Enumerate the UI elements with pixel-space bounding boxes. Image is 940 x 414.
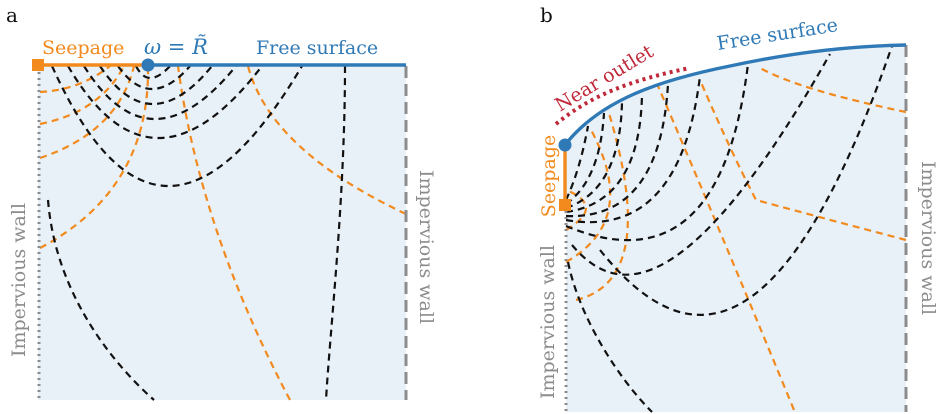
- panel-b-domain: [566, 45, 906, 412]
- panel-b-free-surface: [563, 43, 907, 147]
- panel-b-streamline: [575, 109, 629, 302]
- panel-a-streamlines: [39, 65, 407, 401]
- panel-a-equipotential: [324, 65, 347, 401]
- panel-b-equipotential: [565, 101, 624, 210]
- panel-a-streamline: [176, 65, 291, 401]
- panel-b-label: b: [540, 3, 553, 27]
- panel-b-equipotential: [566, 261, 653, 413]
- panel-b: b: [537, 3, 939, 413]
- panel-a-equipotential: [46, 199, 155, 401]
- panel-a-left-wall-label: Impervious wall: [8, 203, 30, 357]
- panel-a-domain: [38, 66, 406, 400]
- panel-b-near-outlet-marker: [554, 66, 691, 126]
- panel-a-equipotential: [50, 65, 303, 188]
- panel-b-equipotentials: [565, 45, 894, 413]
- panel-a-streamline: [39, 65, 111, 94]
- panel-b-equipotential: [565, 125, 590, 201]
- panel-b-equipotential: [565, 75, 702, 224]
- panel-b-outlet-square: [559, 199, 571, 211]
- panel-a-separation-point: [141, 58, 155, 72]
- panel-b-equipotential: [565, 112, 606, 205]
- panel-b-streamline: [656, 85, 796, 411]
- panel-a-equipotential: [135, 65, 171, 80]
- panel-a-separation-label: ω = R̃: [144, 35, 208, 59]
- panel-b-equipotential: [565, 83, 670, 218]
- panel-a-equipotential: [83, 65, 237, 120]
- panel-a-equipotentials: [46, 65, 347, 401]
- panel-b-equipotential: [565, 63, 750, 242]
- panel-a-outlet-square: [32, 59, 44, 71]
- panel-a-right-wall-label: Impervious wall: [415, 170, 437, 324]
- panel-a-streamline: [39, 65, 125, 126]
- panel-a-equipotential: [117, 65, 191, 90]
- panel-a: a Seepage: [6, 3, 437, 401]
- panel-a-equipotential: [67, 65, 263, 140]
- panel-a-label: a: [6, 3, 18, 27]
- panel-b-streamline: [698, 79, 907, 242]
- panel-b-equipotential: [565, 93, 644, 214]
- panel-b-free-surface-label: Free surface: [715, 14, 839, 55]
- panel-b-right-wall-label: Impervious wall: [917, 161, 939, 315]
- panel-b-equipotential: [571, 53, 831, 276]
- panel-a-seepage-label: Seepage: [42, 37, 124, 59]
- panel-b-left-wall-label: Impervious wall: [537, 245, 559, 399]
- panel-b-seepage-label: Seepage: [538, 135, 560, 217]
- panel-b-streamline: [565, 188, 587, 231]
- panel-b-streamlines: [565, 67, 907, 411]
- panel-a-streamline: [39, 65, 150, 249]
- panel-a-free-surface-label: Free surface: [256, 37, 378, 59]
- panel-b-separation-point: [558, 138, 572, 152]
- panel-b-equipotential: [599, 45, 894, 316]
- panel-a-streamline: [246, 65, 407, 215]
